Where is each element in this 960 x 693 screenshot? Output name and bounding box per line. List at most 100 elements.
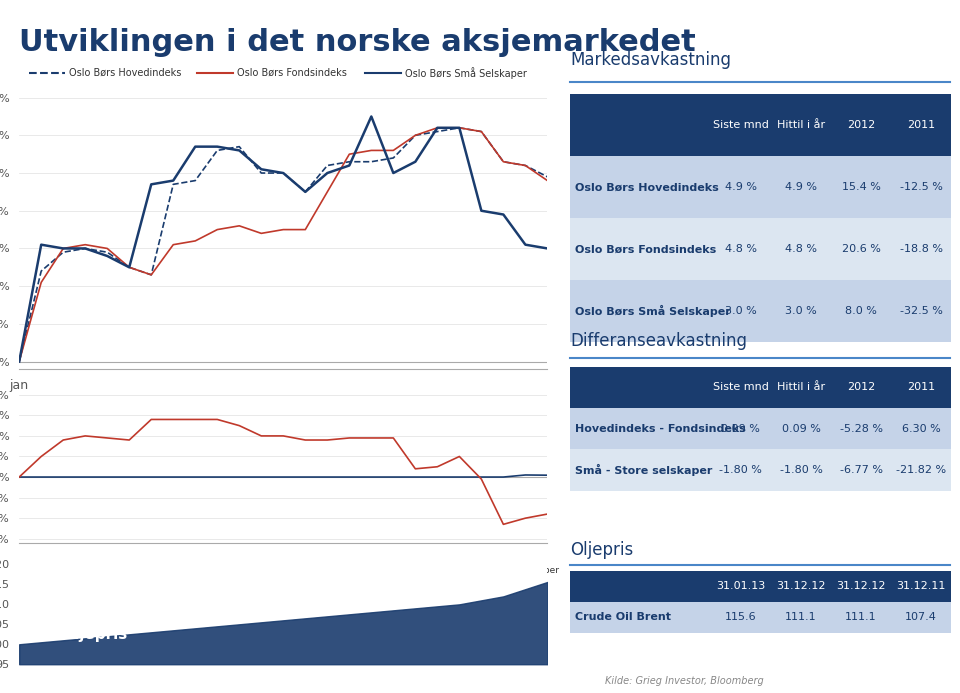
Text: 4.9 %: 4.9 % <box>725 182 756 192</box>
Text: Oslo Børs Fondsindeks: Oslo Børs Fondsindeks <box>237 68 347 78</box>
Bar <box>891 449 951 491</box>
Bar <box>771 602 831 633</box>
Text: 4.8 %: 4.8 % <box>785 244 817 254</box>
Text: 115.6: 115.6 <box>725 613 756 622</box>
Text: Oljepris: Oljepris <box>570 541 634 559</box>
Bar <box>710 218 771 280</box>
Bar <box>891 94 951 156</box>
Text: —: — <box>19 563 33 577</box>
Bar <box>570 602 710 633</box>
Text: -6.77 %: -6.77 % <box>840 465 882 475</box>
Bar <box>710 367 771 408</box>
Text: Oslo Børs Små Selskaper: Oslo Børs Små Selskaper <box>405 67 527 79</box>
Text: 3.0 %: 3.0 % <box>785 306 817 316</box>
Text: Akkumulert differanse Hovedindeks - Fondsindeks: Akkumulert differanse Hovedindeks - Fond… <box>36 565 262 574</box>
Bar <box>710 280 771 342</box>
Bar <box>771 280 831 342</box>
Bar <box>891 367 951 408</box>
Bar <box>831 280 891 342</box>
Bar <box>710 156 771 218</box>
Text: -1.80 %: -1.80 % <box>780 465 823 475</box>
Text: Utviklingen i det norske aksjemarkedet: Utviklingen i det norske aksjemarkedet <box>19 28 696 57</box>
Text: Crude Oil Brent: Crude Oil Brent <box>575 613 671 622</box>
Bar <box>891 571 951 602</box>
Text: 111.1: 111.1 <box>845 613 876 622</box>
Bar <box>570 218 710 280</box>
Text: 31.12.11: 31.12.11 <box>897 581 946 591</box>
Bar <box>831 367 891 408</box>
Text: 6.30 %: 6.30 % <box>901 423 941 434</box>
Bar <box>891 602 951 633</box>
Bar <box>831 156 891 218</box>
Text: 0.09 %: 0.09 % <box>781 423 821 434</box>
Text: -21.82 %: -21.82 % <box>896 465 947 475</box>
Text: Hittil i år: Hittil i år <box>777 120 825 130</box>
Bar <box>771 94 831 156</box>
Text: 2012: 2012 <box>847 120 876 130</box>
Bar <box>771 571 831 602</box>
Text: 20.6 %: 20.6 % <box>842 244 880 254</box>
Text: -32.5 %: -32.5 % <box>900 306 943 316</box>
Bar <box>891 156 951 218</box>
Text: Oslo Børs Små Selskaper: Oslo Børs Små Selskaper <box>575 305 731 317</box>
Bar <box>831 449 891 491</box>
Text: -12.5 %: -12.5 % <box>900 182 943 192</box>
Text: Siste mnd: Siste mnd <box>713 120 769 130</box>
Text: Hovedindeks - Fondsindeks: Hovedindeks - Fondsindeks <box>575 423 746 434</box>
Bar <box>831 602 891 633</box>
Text: 15.4 %: 15.4 % <box>842 182 880 192</box>
Bar <box>570 94 710 156</box>
Text: Oslo Børs Hovedindeks: Oslo Børs Hovedindeks <box>69 68 181 78</box>
Bar <box>570 367 710 408</box>
Text: Oljepris: Oljepris <box>61 627 128 642</box>
Text: -18.8 %: -18.8 % <box>900 244 943 254</box>
Text: —: — <box>294 563 307 577</box>
Bar <box>891 218 951 280</box>
Text: Differanseavkastning: Differanseavkastning <box>570 332 747 350</box>
Text: 31.12.12: 31.12.12 <box>836 581 886 591</box>
Text: 31.12.12: 31.12.12 <box>777 581 826 591</box>
Bar <box>570 156 710 218</box>
Text: 8.0 %: 8.0 % <box>845 306 877 316</box>
Text: 4.8 %: 4.8 % <box>725 244 756 254</box>
Text: 31.01.13: 31.01.13 <box>716 581 765 591</box>
Bar <box>771 367 831 408</box>
Text: Markedsavkastning: Markedsavkastning <box>570 51 732 69</box>
Text: 2012: 2012 <box>847 383 876 392</box>
Text: Akkumulert differanse Små selskaper - Store selskaper: Akkumulert differanse Små selskaper - St… <box>310 565 559 575</box>
Bar <box>771 408 831 449</box>
Text: 107.4: 107.4 <box>905 613 937 622</box>
Text: Kilde: Grieg Investor, Bloomberg: Kilde: Grieg Investor, Bloomberg <box>605 676 763 686</box>
Bar <box>831 94 891 156</box>
Bar <box>570 408 710 449</box>
Bar <box>831 408 891 449</box>
Bar <box>891 280 951 342</box>
Text: 111.1: 111.1 <box>785 613 817 622</box>
Bar <box>891 408 951 449</box>
Text: Hittil i år: Hittil i år <box>777 383 825 392</box>
Bar <box>570 280 710 342</box>
Text: 2011: 2011 <box>907 383 935 392</box>
Bar <box>771 218 831 280</box>
Bar <box>710 602 771 633</box>
Bar <box>831 218 891 280</box>
Bar <box>570 449 710 491</box>
Bar <box>570 571 710 602</box>
Text: 4.9 %: 4.9 % <box>785 182 817 192</box>
Bar <box>710 408 771 449</box>
Text: 3.0 %: 3.0 % <box>725 306 756 316</box>
Bar <box>710 571 771 602</box>
Bar <box>710 449 771 491</box>
Bar <box>831 571 891 602</box>
Bar <box>771 449 831 491</box>
Text: Små - Store selskaper: Små - Store selskaper <box>575 464 712 476</box>
Bar <box>771 156 831 218</box>
Text: -1.80 %: -1.80 % <box>719 465 762 475</box>
Text: 2011: 2011 <box>907 120 935 130</box>
Text: 0.09 %: 0.09 % <box>721 423 760 434</box>
Bar <box>710 94 771 156</box>
Text: Siste mnd: Siste mnd <box>713 383 769 392</box>
Text: -5.28 %: -5.28 % <box>840 423 882 434</box>
Text: Oslo Børs Hovedindeks: Oslo Børs Hovedindeks <box>575 182 718 192</box>
Text: Oslo Børs Fondsindeks: Oslo Børs Fondsindeks <box>575 244 716 254</box>
